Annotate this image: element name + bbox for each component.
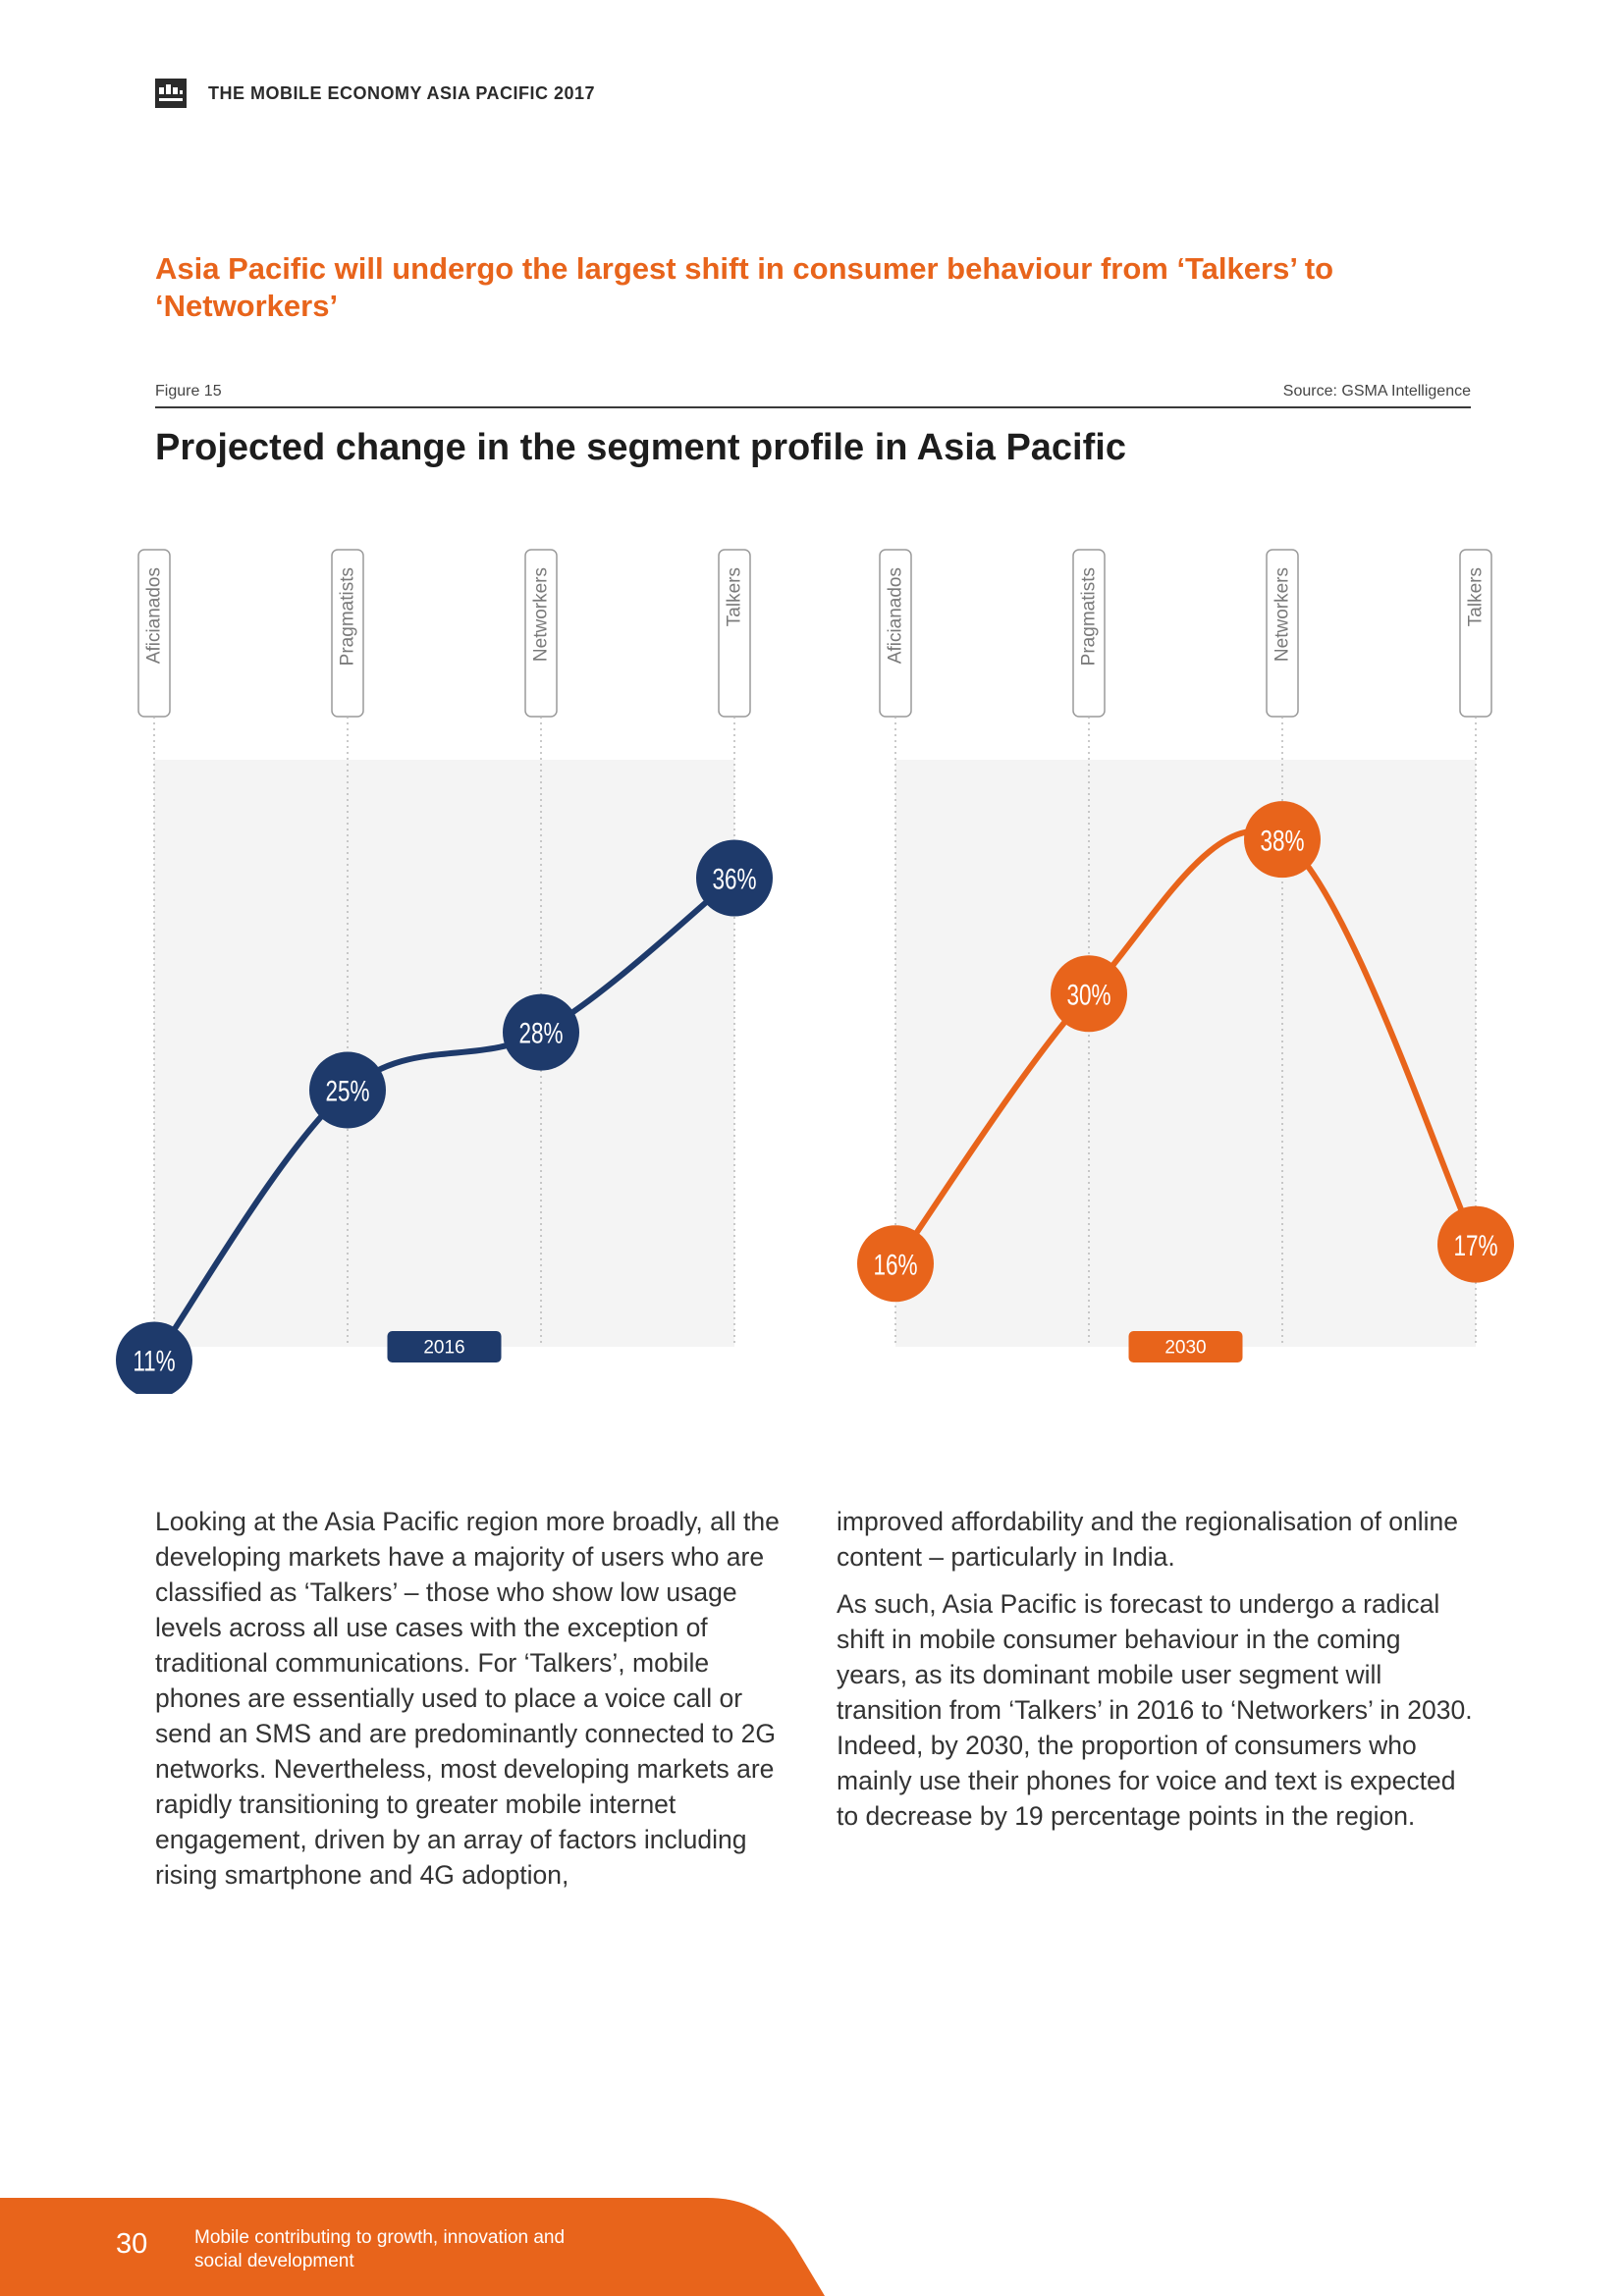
category-label: Pragmatists — [1079, 567, 1100, 666]
data-point — [309, 1051, 386, 1129]
segment-profile-chart: Aficianados Pragmatists Networkers Talkers 1… — [116, 549, 1514, 1394]
category-label: Pragmatists — [338, 567, 358, 666]
section-headline: Asia Pacific will undergo the largest sh… — [155, 251, 1334, 323]
category-label: Networkers — [531, 567, 552, 662]
series-line — [151, 875, 737, 1363]
data-label: 17% — [1453, 1229, 1497, 1262]
category-label: Aficianados — [144, 567, 165, 664]
panel-year-badge — [387, 1331, 502, 1362]
panel-year-label: 2030 — [1164, 1338, 1206, 1359]
page-number: 30 — [116, 2228, 148, 2260]
data-label: 11% — [133, 1344, 175, 1377]
body-column-left: Looking at the Asia Pacific region more … — [155, 1504, 793, 1904]
body-column-right: improved affordability and the regionali… — [837, 1504, 1475, 1845]
gsma-logo — [155, 79, 187, 108]
data-label: 28% — [518, 1017, 563, 1050]
data-point — [503, 993, 579, 1071]
data-label: 25% — [325, 1075, 369, 1108]
figure-divider — [155, 406, 1471, 408]
category-label: Talkers — [725, 567, 745, 626]
body-paragraph: Looking at the Asia Pacific region more … — [155, 1507, 780, 1890]
data-label: 30% — [1066, 978, 1110, 1011]
body-paragraph: improved affordability and the regionali… — [837, 1507, 1458, 1572]
data-label: 16% — [873, 1248, 917, 1281]
page-header: THE MOBILE ECONOMY ASIA PACIFIC 2017 — [155, 79, 595, 108]
figure-number: Figure 15 — [155, 383, 222, 400]
category-label: Networkers — [1272, 567, 1293, 662]
data-point — [1244, 801, 1321, 879]
data-label: 36% — [712, 862, 756, 895]
data-point — [1437, 1205, 1514, 1283]
data-label: 38% — [1260, 824, 1304, 857]
footer-band — [0, 2198, 825, 2296]
figure-title: Projected change in the segment profile … — [155, 427, 1126, 468]
figure-source: Source: GSMA Intelligence — [1282, 383, 1471, 400]
panel-year-label: 2016 — [423, 1338, 464, 1359]
category-label: Aficianados — [886, 567, 906, 664]
series-line — [893, 828, 1479, 1267]
footer-section-title: Mobile contributing to growth, innovatio… — [194, 2227, 566, 2271]
publication-title: THE MOBILE ECONOMY ASIA PACIFIC 2017 — [208, 82, 596, 103]
data-point — [1051, 955, 1127, 1033]
data-point — [857, 1225, 934, 1303]
panel-year-badge — [1128, 1331, 1243, 1362]
data-point — [116, 1321, 192, 1394]
category-label: Talkers — [1466, 567, 1487, 626]
plot-area — [895, 760, 1476, 1347]
data-point — [696, 839, 773, 917]
body-paragraph: As such, Asia Pacific is forecast to und… — [837, 1589, 1473, 1831]
